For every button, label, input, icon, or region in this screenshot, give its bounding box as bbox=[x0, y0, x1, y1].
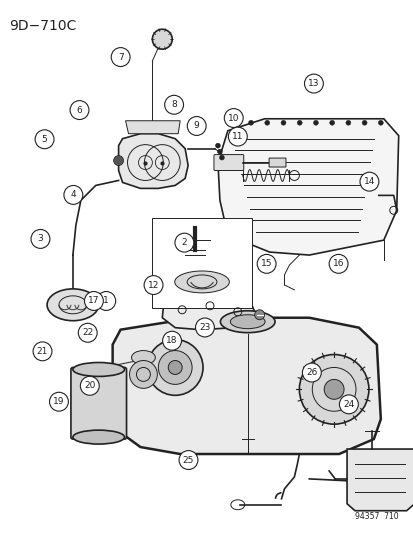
Text: 9: 9 bbox=[193, 122, 199, 131]
Ellipse shape bbox=[73, 362, 124, 376]
Circle shape bbox=[164, 95, 183, 114]
Circle shape bbox=[217, 149, 222, 154]
Text: 3: 3 bbox=[38, 235, 43, 244]
Circle shape bbox=[248, 120, 253, 125]
Text: 14: 14 bbox=[363, 177, 374, 186]
Circle shape bbox=[297, 120, 301, 125]
Circle shape bbox=[147, 340, 202, 395]
Polygon shape bbox=[125, 121, 180, 134]
Circle shape bbox=[78, 324, 97, 342]
Circle shape bbox=[35, 130, 54, 149]
Circle shape bbox=[175, 233, 193, 252]
Circle shape bbox=[144, 276, 163, 295]
Text: 7: 7 bbox=[117, 53, 123, 62]
Circle shape bbox=[97, 292, 115, 310]
Circle shape bbox=[345, 120, 350, 125]
Circle shape bbox=[299, 354, 368, 424]
Circle shape bbox=[280, 120, 285, 125]
Circle shape bbox=[359, 172, 378, 191]
Polygon shape bbox=[217, 119, 398, 255]
Text: 20: 20 bbox=[84, 381, 95, 390]
Circle shape bbox=[377, 120, 382, 125]
Circle shape bbox=[228, 127, 247, 146]
Text: 1: 1 bbox=[103, 296, 109, 305]
Circle shape bbox=[339, 395, 357, 414]
Circle shape bbox=[329, 120, 334, 125]
Text: 18: 18 bbox=[166, 336, 177, 345]
Circle shape bbox=[31, 230, 50, 248]
Text: 17: 17 bbox=[88, 296, 100, 305]
Circle shape bbox=[162, 332, 181, 350]
FancyBboxPatch shape bbox=[214, 155, 243, 171]
Polygon shape bbox=[162, 295, 254, 330]
Text: 8: 8 bbox=[171, 100, 176, 109]
Circle shape bbox=[215, 143, 220, 148]
Text: 10: 10 bbox=[228, 114, 239, 123]
Circle shape bbox=[50, 392, 68, 411]
Text: 2: 2 bbox=[181, 238, 187, 247]
Text: 16: 16 bbox=[332, 260, 344, 268]
Text: 21: 21 bbox=[37, 347, 48, 356]
Circle shape bbox=[113, 156, 123, 166]
Text: 9D−710C: 9D−710C bbox=[9, 19, 76, 33]
FancyBboxPatch shape bbox=[71, 367, 126, 439]
FancyBboxPatch shape bbox=[152, 218, 251, 308]
Circle shape bbox=[111, 47, 130, 67]
Text: 4: 4 bbox=[70, 190, 76, 199]
Circle shape bbox=[64, 185, 83, 204]
Ellipse shape bbox=[131, 351, 155, 365]
Ellipse shape bbox=[220, 311, 274, 333]
Circle shape bbox=[361, 120, 366, 125]
FancyBboxPatch shape bbox=[268, 158, 285, 167]
Circle shape bbox=[158, 351, 192, 384]
Circle shape bbox=[301, 363, 320, 382]
Circle shape bbox=[179, 450, 197, 470]
Circle shape bbox=[224, 109, 242, 127]
Ellipse shape bbox=[73, 430, 124, 444]
Polygon shape bbox=[112, 318, 380, 454]
Circle shape bbox=[168, 360, 182, 375]
Circle shape bbox=[323, 379, 343, 399]
Circle shape bbox=[313, 120, 318, 125]
Circle shape bbox=[70, 101, 89, 119]
Text: 26: 26 bbox=[306, 368, 317, 377]
Circle shape bbox=[254, 310, 264, 320]
Circle shape bbox=[219, 155, 224, 160]
Circle shape bbox=[264, 120, 269, 125]
Polygon shape bbox=[346, 449, 413, 511]
Circle shape bbox=[33, 342, 52, 361]
Circle shape bbox=[129, 360, 157, 389]
Circle shape bbox=[152, 29, 172, 49]
Circle shape bbox=[84, 292, 103, 310]
Text: 25: 25 bbox=[183, 456, 194, 465]
Circle shape bbox=[80, 376, 99, 395]
Text: 6: 6 bbox=[76, 106, 82, 115]
Text: 19: 19 bbox=[53, 397, 64, 406]
Text: 13: 13 bbox=[307, 79, 319, 88]
Text: 22: 22 bbox=[82, 328, 93, 337]
Text: 24: 24 bbox=[342, 400, 354, 409]
Text: 23: 23 bbox=[199, 323, 210, 332]
Polygon shape bbox=[118, 134, 188, 188]
Text: 94357  710: 94357 710 bbox=[354, 512, 398, 521]
Circle shape bbox=[304, 74, 323, 93]
Circle shape bbox=[256, 254, 275, 273]
Ellipse shape bbox=[47, 289, 98, 321]
Circle shape bbox=[195, 318, 214, 337]
Ellipse shape bbox=[174, 271, 229, 293]
Text: 12: 12 bbox=[147, 280, 159, 289]
Circle shape bbox=[187, 117, 206, 135]
Text: 5: 5 bbox=[42, 135, 47, 144]
Text: 11: 11 bbox=[232, 132, 243, 141]
Circle shape bbox=[232, 120, 237, 125]
Text: 15: 15 bbox=[260, 260, 272, 268]
Ellipse shape bbox=[230, 315, 264, 329]
Circle shape bbox=[328, 254, 347, 273]
